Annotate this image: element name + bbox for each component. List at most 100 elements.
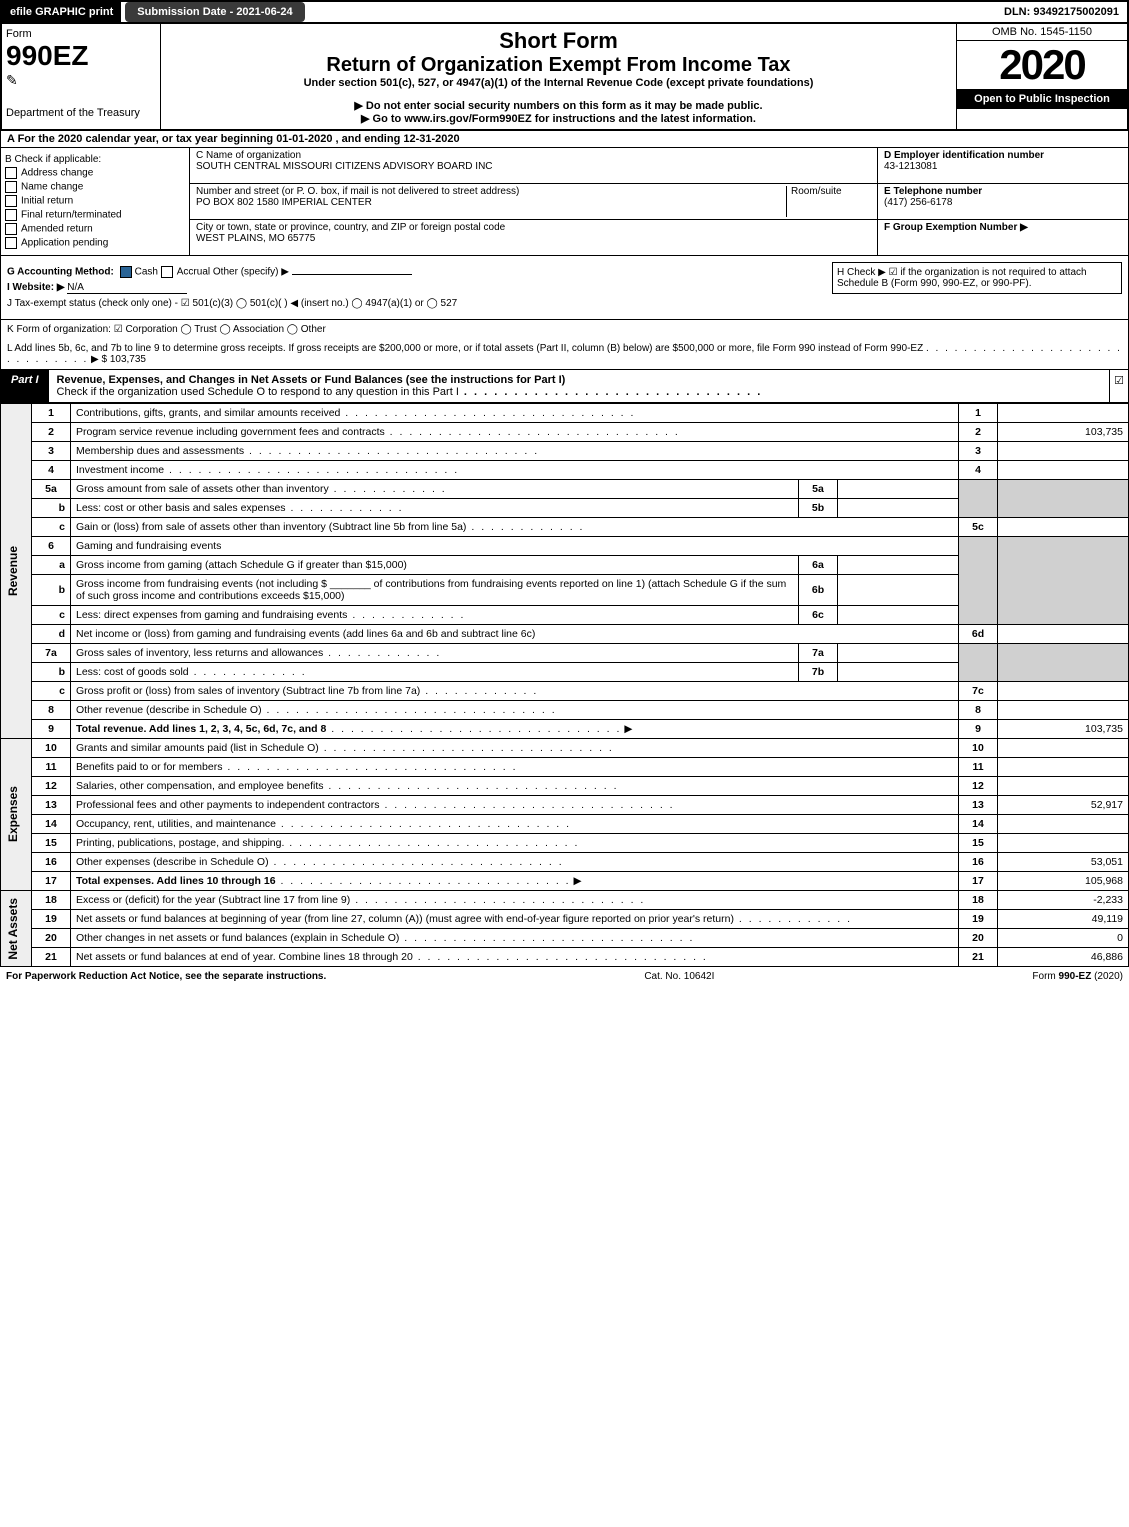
l9-r: 9 bbox=[959, 720, 998, 739]
org-city: WEST PLAINS, MO 65775 bbox=[196, 233, 315, 244]
l1-r: 1 bbox=[959, 404, 998, 423]
l6b-desc: Gross income from fundraising events (no… bbox=[71, 575, 799, 606]
chk-accrual[interactable] bbox=[161, 266, 173, 278]
revenue-label: Revenue bbox=[6, 546, 26, 596]
l13-v: 52,917 bbox=[998, 796, 1129, 815]
l7b-mv bbox=[838, 663, 959, 682]
footer-right: Form 990-EZ (2020) bbox=[1032, 971, 1123, 982]
l16-num: 16 bbox=[32, 853, 71, 872]
l5b-m: 5b bbox=[799, 499, 838, 518]
l19-desc: Net assets or fund balances at beginning… bbox=[76, 913, 734, 925]
l6d-num: d bbox=[32, 625, 71, 644]
chk-amended[interactable] bbox=[5, 223, 17, 235]
l2-v: 103,735 bbox=[998, 423, 1129, 442]
footer-left: For Paperwork Reduction Act Notice, see … bbox=[6, 971, 326, 982]
footer-mid: Cat. No. 10642I bbox=[326, 971, 1032, 982]
chk-pending[interactable] bbox=[5, 237, 17, 249]
l12-r: 12 bbox=[959, 777, 998, 796]
tel-val: (417) 256-6178 bbox=[884, 197, 952, 208]
l15-v bbox=[998, 834, 1129, 853]
chk-name-change[interactable] bbox=[5, 181, 17, 193]
l6b-m: 6b bbox=[799, 575, 838, 606]
l5c-v bbox=[998, 518, 1129, 537]
bcd-block: B Check if applicable: Address change Na… bbox=[0, 148, 1129, 256]
l2-num: 2 bbox=[32, 423, 71, 442]
l6b-num: b bbox=[32, 575, 71, 606]
l1-num: 1 bbox=[32, 404, 71, 423]
l6-desc: Gaming and fundraising events bbox=[71, 537, 959, 556]
chk-initial-return[interactable] bbox=[5, 195, 17, 207]
l11-r: 11 bbox=[959, 758, 998, 777]
l12-num: 12 bbox=[32, 777, 71, 796]
title-return: Return of Organization Exempt From Incom… bbox=[165, 54, 952, 77]
opt-pending: Application pending bbox=[21, 238, 108, 249]
grp-lbl: F Group Exemption Number ▶ bbox=[884, 222, 1028, 233]
l21-desc: Net assets or fund balances at end of ye… bbox=[76, 951, 413, 963]
l6d-v bbox=[998, 625, 1129, 644]
org-name: SOUTH CENTRAL MISSOURI CITIZENS ADVISORY… bbox=[196, 161, 493, 172]
l1-v bbox=[998, 404, 1129, 423]
l19-num: 19 bbox=[32, 910, 71, 929]
part1-check[interactable]: ☑ bbox=[1109, 370, 1128, 402]
expenses-label: Expenses bbox=[6, 786, 26, 842]
open-to-public: Open to Public Inspection bbox=[957, 89, 1127, 109]
l7c-num: c bbox=[32, 682, 71, 701]
efile-label[interactable]: efile GRAPHIC print bbox=[2, 2, 121, 22]
g-other: Other (specify) ▶ bbox=[213, 267, 289, 278]
l15-desc: Printing, publications, postage, and shi… bbox=[76, 837, 284, 849]
l4-num: 4 bbox=[32, 461, 71, 480]
tel-lbl: E Telephone number bbox=[884, 186, 982, 197]
l17-desc: Total expenses. Add lines 10 through 16 bbox=[76, 875, 276, 887]
l8-num: 8 bbox=[32, 701, 71, 720]
l7c-v bbox=[998, 682, 1129, 701]
page-footer: For Paperwork Reduction Act Notice, see … bbox=[0, 967, 1129, 986]
l20-v: 0 bbox=[998, 929, 1129, 948]
part1-header: Part I Revenue, Expenses, and Changes in… bbox=[0, 370, 1129, 403]
c-column: C Name of organization SOUTH CENTRAL MIS… bbox=[190, 148, 877, 255]
l-amount: ▶ $ 103,735 bbox=[91, 354, 146, 365]
l10-v bbox=[998, 739, 1129, 758]
opt-initial-return: Initial return bbox=[21, 196, 73, 207]
l5b-mv bbox=[838, 499, 959, 518]
room-lbl: Room/suite bbox=[786, 186, 871, 217]
l9-desc: Total revenue. Add lines 1, 2, 3, 4, 5c,… bbox=[76, 723, 326, 735]
ein-val: 43-1213081 bbox=[884, 161, 937, 172]
g-lbl: G Accounting Method: bbox=[7, 267, 114, 278]
l17-num: 17 bbox=[32, 872, 71, 891]
l11-v bbox=[998, 758, 1129, 777]
l19-r: 19 bbox=[959, 910, 998, 929]
l14-r: 14 bbox=[959, 815, 998, 834]
chk-final-return[interactable] bbox=[5, 209, 17, 221]
l18-num: 18 bbox=[32, 891, 71, 910]
l6b-mv bbox=[838, 575, 959, 606]
chk-address-change[interactable] bbox=[5, 167, 17, 179]
lines-table: Revenue 1 Contributions, gifts, grants, … bbox=[0, 403, 1129, 967]
l15-num: 15 bbox=[32, 834, 71, 853]
l7a-desc: Gross sales of inventory, less returns a… bbox=[76, 647, 323, 659]
header-left: Form 990EZ ✎ Department of the Treasury bbox=[2, 24, 161, 129]
dept-label: Department of the Treasury bbox=[6, 107, 156, 119]
chk-cash[interactable] bbox=[120, 266, 132, 278]
l2-r: 2 bbox=[959, 423, 998, 442]
j-line: J Tax-exempt status (check only one) - ☑… bbox=[7, 298, 1122, 309]
dln-label: DLN: 93492175002091 bbox=[996, 2, 1127, 22]
top-bar: efile GRAPHIC print Submission Date - 20… bbox=[0, 0, 1129, 24]
l5a-m: 5a bbox=[799, 480, 838, 499]
h-box: H Check ▶ ☑ if the organization is not r… bbox=[832, 262, 1122, 294]
l3-v bbox=[998, 442, 1129, 461]
section-a: A For the 2020 calendar year, or tax yea… bbox=[0, 131, 1129, 148]
addr-lbl: Number and street (or P. O. box, if mail… bbox=[196, 186, 519, 197]
l17-v: 105,968 bbox=[998, 872, 1129, 891]
l13-desc: Professional fees and other payments to … bbox=[76, 799, 380, 811]
l10-desc: Grants and similar amounts paid (list in… bbox=[76, 742, 319, 754]
l5b-desc: Less: cost or other basis and sales expe… bbox=[76, 502, 286, 514]
l13-num: 13 bbox=[32, 796, 71, 815]
l12-v bbox=[998, 777, 1129, 796]
ghij-block: H Check ▶ ☑ if the organization is not r… bbox=[0, 256, 1129, 320]
l13-r: 13 bbox=[959, 796, 998, 815]
opt-final-return: Final return/terminated bbox=[21, 210, 122, 221]
l16-desc: Other expenses (describe in Schedule O) bbox=[76, 856, 269, 868]
goto-link[interactable]: ▶ Go to www.irs.gov/Form990EZ for instru… bbox=[165, 112, 952, 125]
l21-num: 21 bbox=[32, 948, 71, 967]
l16-v: 53,051 bbox=[998, 853, 1129, 872]
